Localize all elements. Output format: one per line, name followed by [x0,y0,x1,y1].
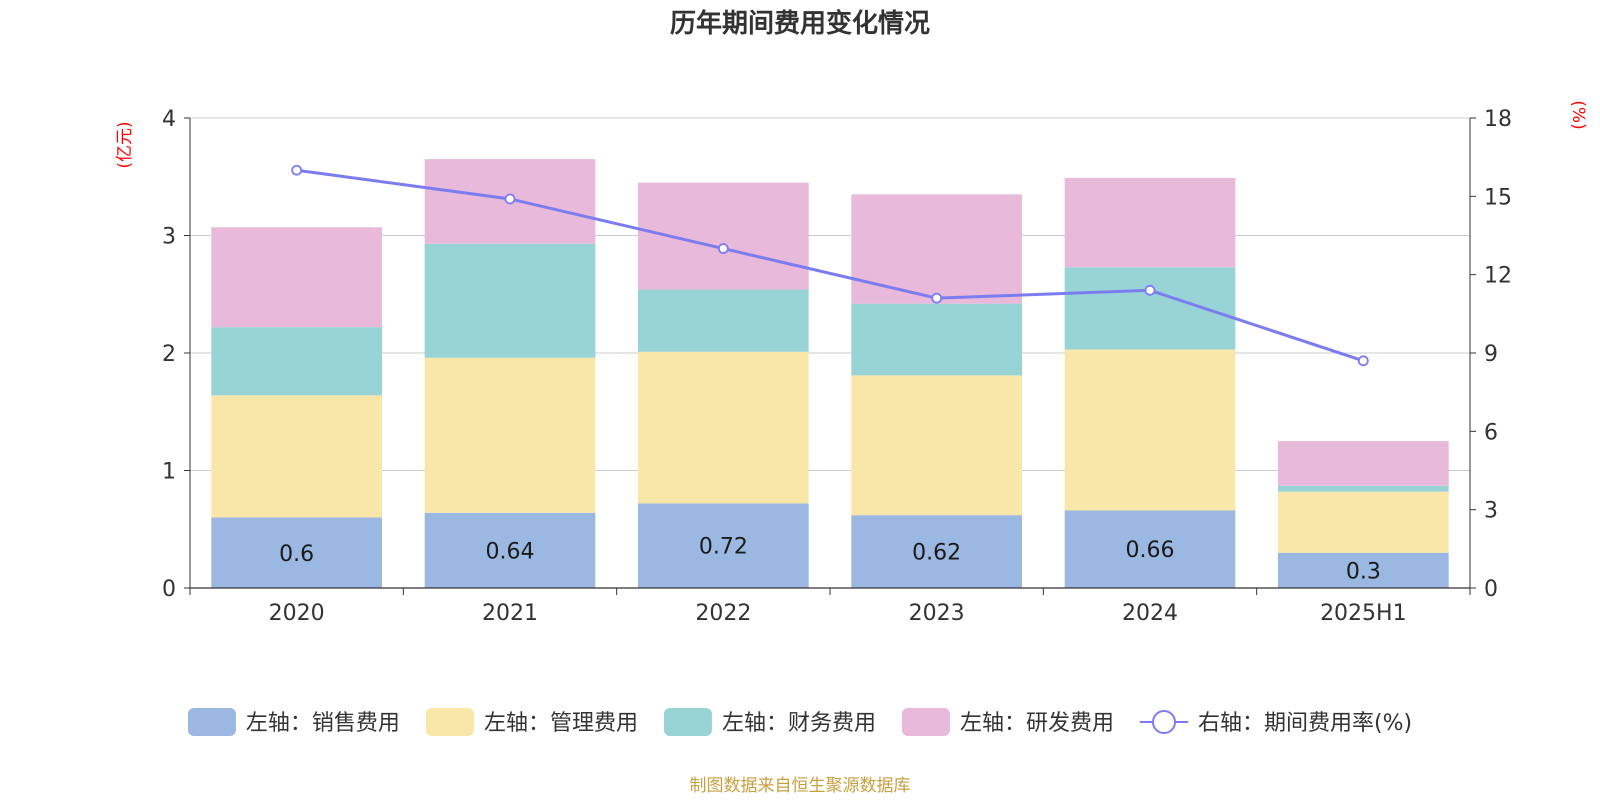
bar-segment [1278,491,1449,553]
bar-segment [851,515,1022,588]
data-labels: 0.6 0.64 0.72 0.62 0.66 0.3 [279,535,1381,585]
rate-point [717,243,729,254]
stacked-bars [211,159,1449,588]
bar-segment [851,303,1022,376]
legend-label: 右轴：期间费用率(%) [1198,711,1412,736]
bar-data-label: 0.3 [1346,559,1381,584]
bar-segment [1278,441,1449,486]
left-axis-tick-label: 4 [162,107,176,132]
bar-segment [211,227,382,328]
right-axis-tick-label: 6 [1484,420,1498,445]
bar-segment [1064,510,1236,588]
x-axis-tick-label: 2021 [482,601,538,626]
bar-segment [1278,552,1449,588]
left-axis-tick-label: 0 [162,577,176,602]
bar-segment [424,512,596,588]
source-note: 制图数据来自恒生聚源数据库 [690,776,911,796]
rate-point [291,164,303,176]
bar-segment [1064,267,1236,350]
legend-swatch [663,708,712,736]
bar-segment [211,517,382,588]
rate-line [296,168,1364,363]
rate-point [931,292,943,304]
x-axis-tick-label: 2025H1 [1320,601,1407,626]
legend-label: 左轴：研发费用 [960,711,1114,736]
legend-marker [1151,710,1176,734]
x-axis-tick-label: 2023 [909,601,965,626]
bar-segment [211,395,382,518]
rate-point [504,193,516,205]
bar-segment [424,243,596,358]
bar-segment [1064,177,1236,268]
bar-segment [638,503,809,588]
chart-title: 历年期间费用变化情况 [670,8,930,39]
right-axis-tick-label: 12 [1484,264,1512,289]
bar-segment [851,375,1022,516]
right-axis-unit: (%) [1568,100,1588,129]
rate-point [1144,284,1156,296]
legend-label: 左轴：销售费用 [246,711,400,736]
bar-segment [638,289,809,352]
expense-rate-line [291,164,1369,367]
right-axis-tick-label: 9 [1484,342,1498,367]
bar-segment [851,194,1022,304]
legend-swatch [425,708,474,736]
grid-lines [190,117,1470,471]
right-axis-tick-label: 15 [1484,185,1512,210]
left-axis-tick-label: 1 [162,460,176,485]
right-axis-tick-label: 0 [1484,577,1498,602]
bar-segment [638,351,809,504]
bar-segment [1278,485,1449,492]
legend-label: 左轴：财务费用 [722,711,876,736]
x-axis-tick-label: 2024 [1122,601,1178,626]
left-axis-tick-label: 3 [162,225,176,250]
bar-data-label: 0.6 [279,542,314,567]
legend-label: 左轴：管理费用 [484,711,638,736]
legend: 左轴：销售费用 左轴：管理费用 左轴：财务费用 左轴：研发费用 右轴：期间费用率(%) [187,708,1412,736]
bar-data-label: 0.66 [1126,538,1175,563]
bar-data-label: 0.64 [486,539,535,564]
x-axis-tick-label: 2020 [269,601,325,626]
right-axis-tick-label: 3 [1484,499,1498,524]
x-axis-tick-label: 2022 [695,601,751,626]
bar-segment [424,357,596,513]
bar-data-label: 0.72 [699,535,748,560]
bar-data-label: 0.62 [912,541,961,566]
right-axis-tick-label: 18 [1484,107,1512,132]
rate-point [1357,355,1369,367]
left-axis-unit: (亿元) [115,121,135,168]
bar-segment [211,327,382,396]
legend-swatch [187,708,236,736]
left-axis-tick-label: 2 [162,342,176,367]
legend-swatch [901,708,950,736]
bar-segment [1064,349,1236,511]
